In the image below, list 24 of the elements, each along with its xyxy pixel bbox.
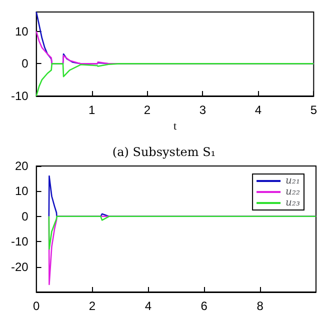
x-tick-label: 4 (144, 299, 152, 313)
legend-label: u₂₂ (286, 186, 300, 198)
y-tick-label: -10 (11, 89, 29, 103)
x-tick-label: 0 (33, 299, 40, 313)
x-tick-label: 5 (310, 103, 318, 117)
x-tick-label: 3 (199, 103, 206, 117)
x-tick-label: 1 (88, 103, 96, 117)
line-series (48, 216, 317, 250)
y-tick-label: -10 (11, 234, 29, 249)
x-tick-label: 6 (200, 299, 208, 313)
legend-label: u₂₁ (286, 176, 300, 186)
x-tick-label: 8 (256, 299, 264, 313)
x-tick-label: 2 (88, 299, 96, 313)
legend-label: u₂₃ (286, 198, 300, 208)
x-tick-label: 2 (144, 103, 151, 117)
y-tick-label: -20 (11, 260, 29, 274)
x-axis-title: t (173, 120, 177, 132)
x-tick-label: 4 (254, 103, 262, 117)
y-tick-label: 0 (22, 56, 29, 71)
y-tick-label: 0 (22, 209, 29, 224)
y-tick-label: 20 (14, 159, 29, 173)
y-tick-label: 10 (14, 24, 29, 38)
text: (a) Subsystem S₁ (112, 145, 216, 159)
y-tick-label: 10 (14, 184, 29, 198)
